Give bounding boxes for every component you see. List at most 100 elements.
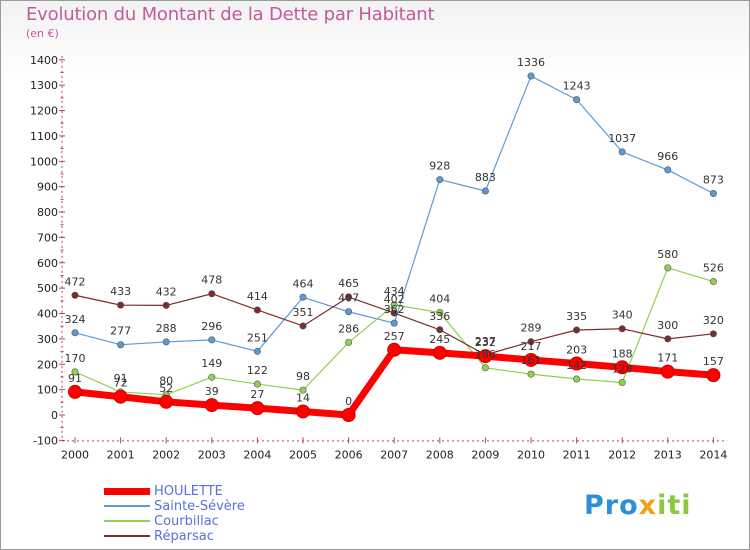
- data-point-Sainte-Sévère: [573, 96, 581, 104]
- y-tick-label: 700: [37, 231, 58, 244]
- data-label-Sainte-Sévère: 277: [110, 325, 131, 338]
- data-point-HOULETTE: [250, 401, 265, 416]
- data-label-Réparsac: 320: [703, 314, 724, 327]
- data-label-Courbillac: 161: [521, 354, 542, 367]
- data-point-HOULETTE: [615, 360, 630, 375]
- data-point-Réparsac: [299, 322, 307, 330]
- data-label-Réparsac: 432: [156, 285, 177, 298]
- data-label-HOULETTE: 203: [566, 343, 587, 356]
- data-label-Sainte-Sévère: 324: [65, 313, 86, 326]
- legend-label: Sainte-Sévère: [154, 499, 245, 514]
- data-point-Sainte-Sévère: [71, 329, 79, 337]
- legend-swatch: [104, 505, 150, 507]
- y-tick-label: 1100: [30, 130, 58, 143]
- data-label-Réparsac: 433: [110, 285, 131, 298]
- legend-swatch: [104, 520, 150, 522]
- data-point-Sainte-Sévère: [664, 166, 672, 174]
- data-label-HOULETTE: 52: [159, 382, 173, 395]
- data-label-Sainte-Sévère: 464: [293, 277, 314, 290]
- legend-label: Courbillac: [154, 514, 219, 529]
- data-point-Réparsac: [162, 301, 170, 309]
- data-label-Réparsac: 478: [201, 274, 222, 287]
- x-tick-label: 2011: [563, 448, 591, 461]
- y-tick-label: 1300: [30, 79, 58, 92]
- data-point-HOULETTE: [113, 389, 128, 404]
- data-label-Sainte-Sévère: 251: [247, 331, 268, 344]
- y-tick-label: 600: [37, 257, 58, 270]
- data-point-HOULETTE: [478, 349, 493, 364]
- x-tick-label: 2009: [471, 448, 499, 461]
- data-label-Sainte-Sévère: 288: [156, 322, 177, 335]
- x-tick-label: 2003: [198, 448, 226, 461]
- legend-label: HOULETTE: [154, 484, 223, 499]
- data-point-Courbillac: [208, 373, 216, 381]
- data-label-HOULETTE: 257: [384, 330, 405, 343]
- data-point-Courbillac: [481, 364, 489, 372]
- data-point-HOULETTE: [341, 408, 356, 422]
- data-point-HOULETTE: [432, 345, 447, 360]
- data-point-Réparsac: [253, 306, 261, 314]
- data-point-Courbillac: [618, 379, 626, 387]
- chart-title: Evolution du Montant de la Dette par Hab…: [26, 4, 435, 25]
- data-point-Réparsac: [208, 290, 216, 298]
- data-label-Réparsac: 351: [293, 306, 314, 319]
- y-tick-label: 100: [37, 384, 58, 397]
- data-label-Courbillac: 286: [338, 322, 359, 335]
- x-tick-label: 2012: [608, 448, 636, 461]
- data-label-Courbillac: 149: [201, 357, 222, 370]
- data-point-Courbillac: [664, 264, 672, 272]
- data-point-Courbillac: [709, 278, 717, 286]
- legend-label: Réparsac: [154, 529, 214, 544]
- data-label-HOULETTE: 157: [703, 355, 724, 368]
- x-tick-label: 2000: [61, 448, 89, 461]
- logo-part-1: Pro: [584, 490, 639, 521]
- data-label-Réparsac: 335: [566, 310, 587, 323]
- data-label-Réparsac: 289: [521, 322, 542, 335]
- data-label-Sainte-Sévère: 1037: [608, 132, 636, 145]
- data-label-Réparsac: 300: [657, 319, 678, 332]
- x-tick-label: 2005: [289, 448, 317, 461]
- data-point-Réparsac: [345, 293, 353, 301]
- data-label-Courbillac: 170: [65, 352, 86, 365]
- legend-swatch: [104, 535, 150, 537]
- data-label-Courbillac: 98: [296, 370, 310, 383]
- data-label-Courbillac: 526: [703, 262, 724, 275]
- x-tick-label: 2001: [107, 448, 135, 461]
- y-tick-label: 500: [37, 282, 58, 295]
- data-label-HOULETTE: 188: [612, 347, 633, 360]
- data-label-HOULETTE: 0: [345, 395, 352, 408]
- data-point-Sainte-Sévère: [390, 319, 398, 327]
- chart-subtitle: (en €): [26, 27, 59, 40]
- data-label-Sainte-Sévère: 873: [703, 174, 724, 187]
- data-point-Courbillac: [573, 375, 581, 383]
- x-tick-label: 2013: [654, 448, 682, 461]
- series-layer: [68, 72, 721, 422]
- data-point-Réparsac: [117, 301, 125, 309]
- data-point-Courbillac: [71, 368, 79, 376]
- x-tick-label: 2006: [335, 448, 363, 461]
- data-label-HOULETTE: 39: [205, 385, 219, 398]
- data-point-Courbillac: [253, 380, 261, 388]
- data-label-Sainte-Sévère: 883: [475, 171, 496, 184]
- data-label-Sainte-Sévère: 362: [384, 303, 405, 316]
- data-label-HOULETTE: 171: [657, 352, 678, 365]
- y-tick-label: 800: [37, 206, 58, 219]
- data-point-Réparsac: [709, 330, 717, 338]
- data-point-Sainte-Sévère: [162, 338, 170, 346]
- data-point-Sainte-Sévère: [345, 308, 353, 316]
- data-point-Courbillac: [527, 370, 535, 378]
- data-point-HOULETTE: [387, 342, 402, 357]
- x-tick-label: 2004: [243, 448, 271, 461]
- data-point-HOULETTE: [204, 398, 219, 413]
- y-tick-label: 900: [37, 181, 58, 194]
- data-label-HOULETTE: 72: [114, 377, 128, 390]
- data-label-HOULETTE: 91: [68, 372, 82, 385]
- data-point-HOULETTE: [706, 368, 721, 383]
- data-label-Réparsac: 414: [247, 290, 268, 303]
- data-point-HOULETTE: [296, 404, 310, 419]
- data-point-Réparsac: [527, 338, 535, 346]
- proxiti-logo: Proxiti: [584, 490, 692, 521]
- data-point-Sainte-Sévère: [253, 347, 261, 355]
